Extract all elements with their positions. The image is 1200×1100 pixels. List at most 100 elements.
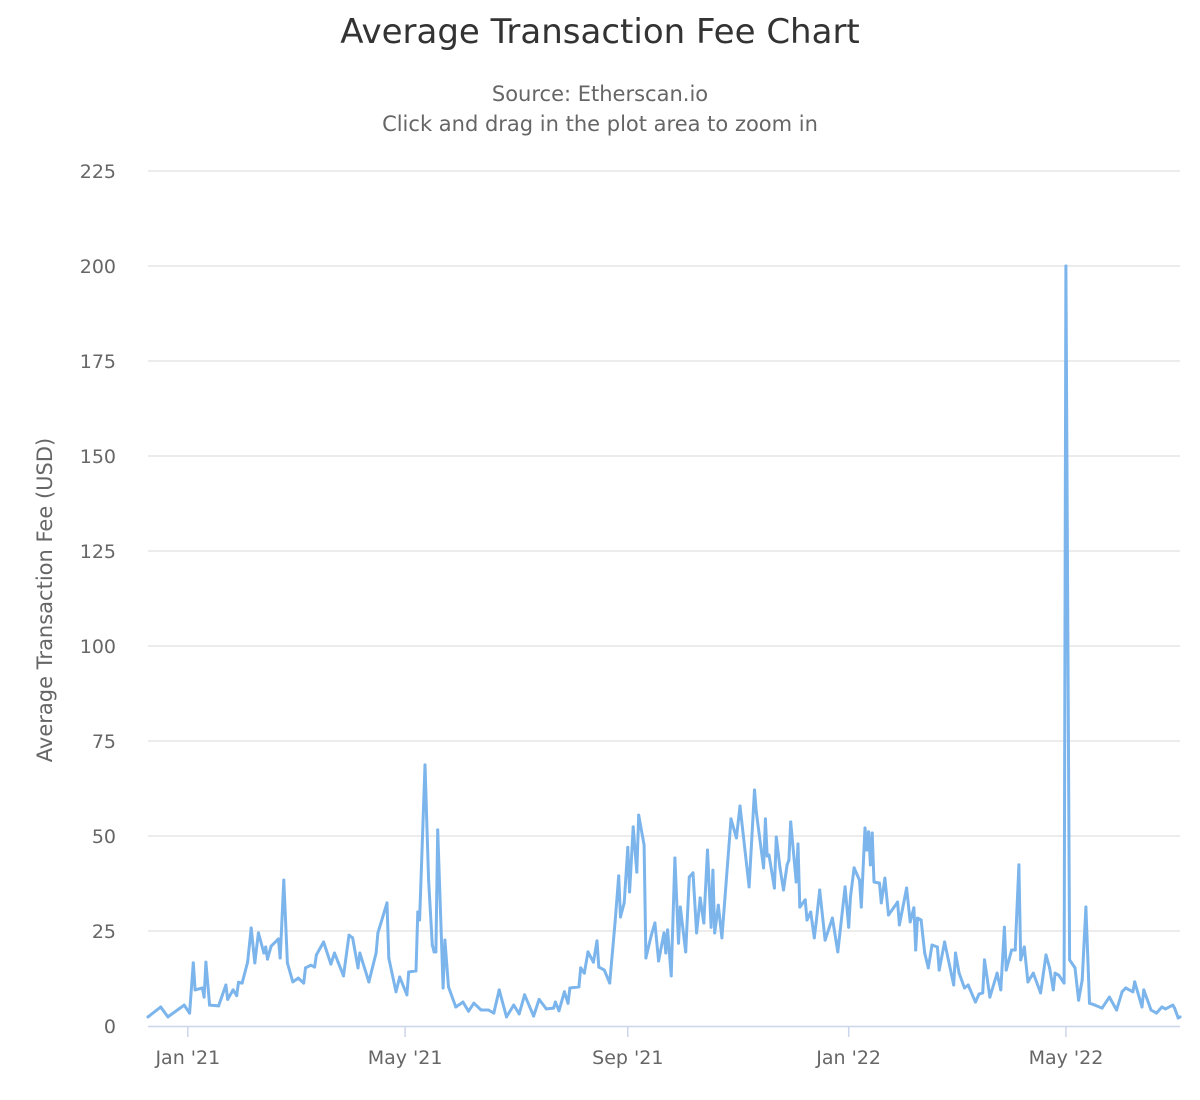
data-point[interactable] bbox=[798, 905, 802, 909]
data-point[interactable] bbox=[562, 990, 566, 994]
data-point[interactable] bbox=[676, 941, 680, 945]
data-point[interactable] bbox=[673, 856, 677, 860]
data-point[interactable] bbox=[1080, 978, 1084, 982]
data-point[interactable] bbox=[734, 836, 738, 840]
data-point[interactable] bbox=[1087, 1001, 1091, 1005]
data-point[interactable] bbox=[930, 943, 934, 947]
data-point[interactable] bbox=[1051, 988, 1055, 992]
data-point[interactable] bbox=[336, 960, 340, 964]
data-point[interactable] bbox=[868, 863, 872, 867]
data-point[interactable] bbox=[666, 928, 670, 932]
data-point[interactable] bbox=[896, 900, 900, 904]
data-point[interactable] bbox=[877, 881, 881, 885]
data-point[interactable] bbox=[613, 920, 617, 924]
data-point[interactable] bbox=[441, 986, 445, 990]
data-point[interactable] bbox=[823, 938, 827, 942]
data-point[interactable] bbox=[1100, 1006, 1104, 1010]
data-point[interactable] bbox=[276, 937, 280, 941]
data-point[interactable] bbox=[1124, 986, 1128, 990]
data-point[interactable] bbox=[226, 997, 230, 1001]
data-point[interactable] bbox=[434, 950, 438, 954]
data-point[interactable] bbox=[182, 1003, 186, 1007]
data-point[interactable] bbox=[883, 876, 887, 880]
data-point[interactable] bbox=[912, 906, 916, 910]
data-point[interactable] bbox=[973, 1000, 977, 1004]
data-point[interactable] bbox=[963, 986, 967, 990]
data-point[interactable] bbox=[767, 853, 771, 857]
data-point[interactable] bbox=[264, 945, 268, 949]
data-point[interactable] bbox=[923, 951, 927, 955]
data-point[interactable] bbox=[1022, 945, 1026, 949]
data-point[interactable] bbox=[1039, 991, 1043, 995]
data-point[interactable] bbox=[608, 981, 612, 985]
data-point[interactable] bbox=[1178, 1015, 1182, 1019]
data-point[interactable] bbox=[977, 992, 981, 996]
data-point[interactable] bbox=[313, 965, 317, 969]
data-point[interactable] bbox=[1077, 998, 1081, 1002]
data-point[interactable] bbox=[414, 969, 418, 973]
data-point[interactable] bbox=[376, 931, 380, 935]
data-point[interactable] bbox=[407, 970, 411, 974]
data-point[interactable] bbox=[146, 1015, 150, 1019]
data-point[interactable] bbox=[237, 980, 241, 984]
data-point[interactable] bbox=[957, 971, 961, 975]
data-point[interactable] bbox=[937, 968, 941, 972]
data-point[interactable] bbox=[982, 958, 986, 962]
data-point[interactable] bbox=[1004, 968, 1008, 972]
data-point[interactable] bbox=[296, 976, 300, 980]
data-point[interactable] bbox=[789, 820, 793, 824]
data-point[interactable] bbox=[836, 950, 840, 954]
data-point[interactable] bbox=[497, 988, 501, 992]
data-point[interactable] bbox=[582, 971, 586, 975]
data-point[interactable] bbox=[332, 951, 336, 955]
data-point[interactable] bbox=[872, 880, 876, 884]
data-point[interactable] bbox=[695, 931, 699, 935]
data-point[interactable] bbox=[631, 825, 635, 829]
data-point[interactable] bbox=[1164, 1007, 1168, 1011]
data-point[interactable] bbox=[602, 968, 606, 972]
data-point[interactable] bbox=[523, 993, 527, 997]
data-point[interactable] bbox=[351, 936, 355, 940]
data-point[interactable] bbox=[304, 966, 308, 970]
data-point[interactable] bbox=[595, 939, 599, 943]
data-point[interactable] bbox=[454, 1005, 458, 1009]
data-point[interactable] bbox=[202, 995, 206, 999]
data-point[interactable] bbox=[591, 960, 595, 964]
data-point[interactable] bbox=[249, 926, 253, 930]
data-point[interactable] bbox=[430, 943, 434, 947]
data-point[interactable] bbox=[269, 944, 273, 948]
data-point[interactable] bbox=[1057, 973, 1061, 977]
data-point[interactable] bbox=[443, 938, 447, 942]
data-point[interactable] bbox=[1115, 1008, 1119, 1012]
data-point[interactable] bbox=[729, 817, 733, 821]
data-point[interactable] bbox=[691, 871, 695, 875]
data-point[interactable] bbox=[713, 931, 717, 935]
data-point[interactable] bbox=[208, 1003, 212, 1007]
data-point[interactable] bbox=[387, 956, 391, 960]
data-point[interactable] bbox=[423, 763, 427, 767]
data-point[interactable] bbox=[552, 1006, 556, 1010]
data-point[interactable] bbox=[577, 985, 581, 989]
data-point[interactable] bbox=[1142, 988, 1146, 992]
data-point[interactable] bbox=[814, 921, 818, 925]
data-point[interactable] bbox=[188, 1011, 192, 1015]
data-point[interactable] bbox=[847, 925, 851, 929]
data-point[interactable] bbox=[887, 913, 891, 917]
data-point[interactable] bbox=[416, 910, 420, 914]
data-point[interactable] bbox=[472, 1001, 476, 1005]
data-point[interactable] bbox=[622, 901, 626, 905]
data-point[interactable] bbox=[358, 951, 362, 955]
data-point[interactable] bbox=[649, 933, 653, 937]
data-point[interactable] bbox=[204, 960, 208, 964]
data-point[interactable] bbox=[1031, 971, 1035, 975]
data-point[interactable] bbox=[224, 983, 228, 987]
data-point[interactable] bbox=[579, 966, 583, 970]
data-point[interactable] bbox=[278, 956, 282, 960]
data-point[interactable] bbox=[466, 1009, 470, 1013]
data-point[interactable] bbox=[246, 960, 250, 964]
data-point[interactable] bbox=[805, 918, 809, 922]
data-point[interactable] bbox=[240, 981, 244, 985]
data-point[interactable] bbox=[617, 874, 621, 878]
data-point[interactable] bbox=[867, 830, 871, 834]
